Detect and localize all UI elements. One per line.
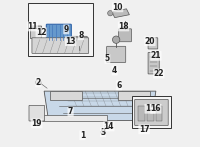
Text: 20: 20 [145, 37, 155, 46]
Text: 5: 5 [105, 54, 110, 63]
Text: 15: 15 [145, 104, 155, 113]
Circle shape [108, 11, 113, 16]
Bar [132, 96, 171, 128]
Circle shape [112, 36, 120, 43]
Text: 22: 22 [154, 69, 164, 78]
Text: 16: 16 [151, 104, 161, 113]
Polygon shape [44, 91, 156, 121]
Bar [147, 106, 154, 121]
Text: 2: 2 [36, 78, 41, 87]
FancyBboxPatch shape [30, 26, 42, 39]
Polygon shape [41, 115, 107, 121]
Text: 13: 13 [65, 37, 76, 46]
FancyBboxPatch shape [119, 29, 131, 42]
Circle shape [101, 130, 105, 135]
FancyBboxPatch shape [29, 105, 45, 121]
Text: 9: 9 [64, 25, 69, 34]
Text: 12: 12 [36, 28, 46, 37]
Text: 4: 4 [112, 66, 117, 75]
Text: 21: 21 [151, 51, 161, 60]
Text: 8: 8 [78, 31, 84, 40]
Text: 14: 14 [104, 122, 114, 131]
FancyBboxPatch shape [32, 38, 89, 53]
FancyBboxPatch shape [72, 36, 87, 46]
FancyBboxPatch shape [46, 24, 71, 40]
Text: 17: 17 [139, 125, 149, 134]
Text: 11: 11 [27, 22, 38, 31]
Text: 18: 18 [118, 22, 129, 31]
FancyBboxPatch shape [107, 46, 126, 62]
FancyBboxPatch shape [135, 99, 168, 126]
Text: 19: 19 [32, 119, 42, 128]
Bar [28, 3, 93, 56]
Text: 7: 7 [68, 107, 73, 116]
FancyBboxPatch shape [148, 38, 158, 49]
Polygon shape [50, 91, 82, 100]
Polygon shape [118, 91, 150, 100]
Bar [156, 106, 162, 121]
Polygon shape [112, 9, 129, 18]
Text: 1: 1 [80, 131, 85, 140]
Circle shape [36, 80, 41, 85]
Bar [138, 106, 145, 121]
Text: 6: 6 [116, 81, 122, 90]
Text: 10: 10 [112, 3, 123, 12]
FancyBboxPatch shape [148, 52, 159, 74]
Text: 3: 3 [100, 128, 106, 137]
